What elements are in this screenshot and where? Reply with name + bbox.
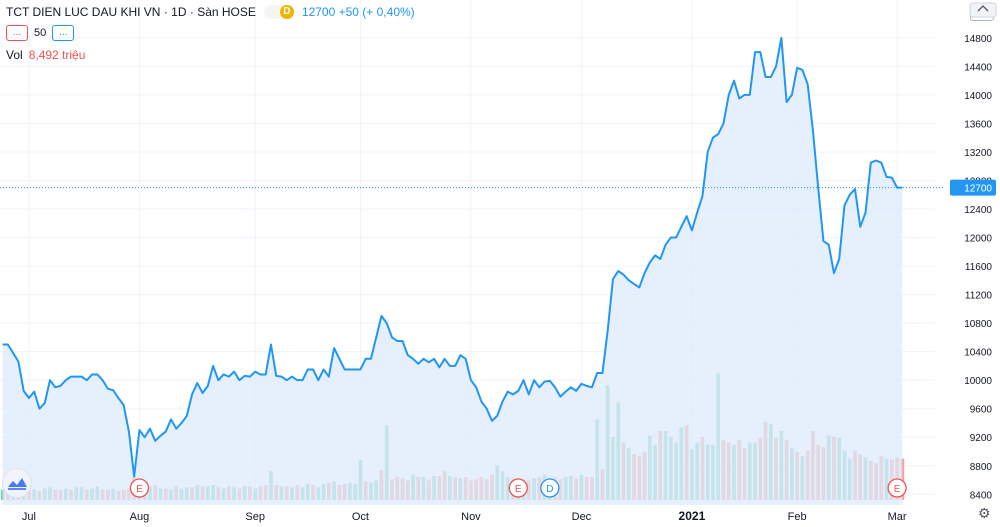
legend-symbol[interactable]: TCT DIEN LUC DAU KHI VN · 1D · Sàn HOSE [6, 5, 256, 19]
event-marker-label: E [515, 484, 522, 495]
time-axis[interactable]: Jul Aug Sep Oct Nov Dec 2021 Feb Mar [22, 509, 907, 523]
y-tick-label: 14000 [964, 91, 992, 102]
y-tick-label: 9600 [970, 405, 993, 416]
x-tick-label: Dec [572, 511, 592, 523]
tradingview-logo-icon[interactable] [2, 468, 32, 498]
settings-gear-icon[interactable]: ⚙ [978, 505, 991, 521]
last-price-tag-label: 12700 [964, 184, 992, 195]
event-marker-circle[interactable] [540, 478, 560, 498]
ma-menu-button[interactable]: ... [52, 25, 75, 41]
y-tick-label: 8800 [970, 462, 993, 473]
x-tick-label: Feb [788, 511, 807, 523]
y-tick-label: 14800 [964, 34, 992, 45]
price-axis[interactable]: 1480014400140001360013200128001240012000… [964, 34, 992, 501]
y-tick-label: 8400 [970, 490, 993, 501]
ma-period: 50 [34, 27, 47, 39]
event-marker-circle[interactable] [887, 478, 907, 498]
y-tick-label: 12000 [964, 234, 992, 245]
y-tick-label: 12400 [964, 205, 992, 216]
y-tick-label: 10800 [964, 319, 992, 330]
fullscreen-icon[interactable] [962, 2, 998, 18]
event-marker-label: E [136, 484, 143, 495]
chart-legend: TCT DIEN LUC DAU KHI VN · 1D · Sàn HOSE … [6, 4, 415, 62]
event-marker-label: E [894, 484, 901, 495]
y-tick-label: 10400 [964, 348, 992, 359]
last-price-tag: 12700 [950, 179, 996, 196]
price-line [2, 36, 903, 478]
y-tick-label: 13200 [964, 148, 992, 159]
x-tick-label: Aug [130, 511, 150, 523]
price-area [2, 37, 903, 505]
x-tick-label: Jul [22, 511, 36, 523]
indicator-menu-button[interactable]: ... [6, 25, 28, 41]
x-tick-label: Mar [888, 511, 907, 523]
delayed-badge[interactable]: D [263, 5, 294, 19]
event-marker-circle[interactable] [129, 478, 150, 498]
last-price-tag-bg [950, 179, 996, 196]
event-marker-label: D [546, 484, 553, 495]
volume-legend: Vol 8,492 triệu [6, 48, 86, 62]
y-tick-label: 10000 [964, 376, 992, 387]
legend-price: 12700 +50 (+ 0,40%) [301, 5, 415, 19]
y-tick-label: 14400 [964, 62, 992, 73]
y-tick-label: 11200 [965, 291, 993, 302]
x-tick-label: Sep [245, 511, 265, 523]
y-tick-label: 11600 [965, 262, 993, 273]
x-tick-label: 2021 [679, 509, 706, 523]
event-marker-circle[interactable] [508, 478, 528, 498]
x-tick-label: Nov [461, 511, 481, 523]
y-tick-label: 9200 [970, 433, 993, 444]
x-tick-label: Oct [352, 511, 369, 523]
y-tick-label: 13600 [964, 119, 992, 130]
